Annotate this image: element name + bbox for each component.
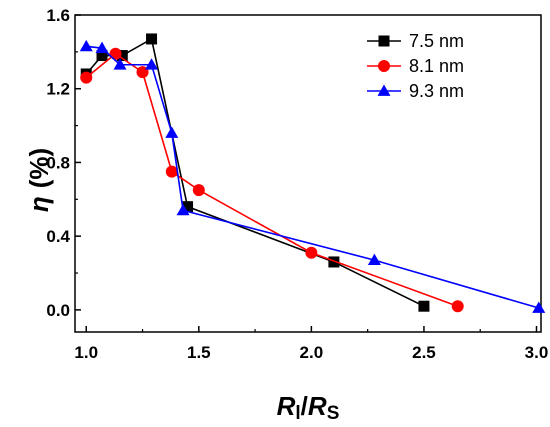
legend-marker [378, 35, 390, 47]
data-point [79, 39, 93, 52]
data-point [328, 256, 340, 268]
x-axis-sub-s: S [327, 403, 340, 424]
data-point [176, 203, 190, 216]
series-line [86, 45, 539, 309]
data-point [109, 47, 122, 60]
data-point [305, 246, 318, 259]
x-tick-label: 3.0 [525, 343, 549, 362]
x-axis-title: Rl/RS [277, 391, 340, 424]
legend-entry: 7.5 nm [367, 31, 464, 51]
data-point [116, 50, 128, 62]
axis-ticks: 1.0 1.5 2.0 2.5 3.0 0.0 0.4 0.8 1.2 1.6 [46, 6, 548, 362]
legend-label: 7.5 nm [409, 31, 464, 51]
data-point [80, 71, 93, 84]
y-tick-label: 1.6 [46, 6, 70, 25]
x-axis-slash: / [301, 391, 308, 421]
legend-label: 8.1 nm [409, 56, 464, 76]
data-point [165, 165, 178, 178]
legend: 7.5 nm 8.1 nm 9.3 nm [367, 31, 464, 101]
data-point [96, 50, 108, 62]
data-point [113, 58, 127, 70]
x-tick-label: 2.5 [412, 343, 436, 362]
data-point [192, 184, 205, 197]
x-axis-r-main: R [277, 391, 296, 421]
y-tick-label: 1.2 [46, 80, 70, 99]
y-tick-label: 0.4 [46, 227, 70, 246]
series-1 [80, 33, 430, 312]
y-axis-symbol: η [24, 196, 54, 212]
plot-frame [74, 14, 542, 333]
data-point [532, 301, 546, 313]
series-layer [79, 33, 546, 313]
y-axis-title: η (%) [24, 148, 54, 212]
x-axis-r-second: R [308, 391, 327, 421]
series-3 [79, 39, 546, 313]
legend-entry: 9.3 nm [367, 81, 464, 101]
legend-label: 9.3 nm [409, 81, 464, 101]
x-tick-label: 1.0 [74, 343, 98, 362]
y-tick-label: 0.8 [46, 153, 70, 172]
data-point [367, 253, 381, 265]
x-tick-label: 1.5 [187, 343, 211, 362]
data-point [182, 201, 194, 213]
series-2 [80, 47, 464, 313]
data-point [418, 300, 430, 312]
data-point [145, 58, 159, 70]
legend-marker [377, 84, 391, 96]
y-axis-unit: (%) [24, 148, 54, 188]
series-line [85, 37, 425, 307]
x-tick-label: 2.0 [300, 343, 324, 362]
y-tick-label: 0.0 [46, 301, 70, 320]
data-point [146, 33, 158, 45]
data-point [165, 126, 179, 138]
data-point [95, 41, 109, 54]
x-axis-sub-l: l [295, 403, 300, 424]
data-point [451, 300, 464, 313]
legend-marker [378, 60, 390, 72]
legend-entry: 8.1 nm [367, 56, 464, 76]
